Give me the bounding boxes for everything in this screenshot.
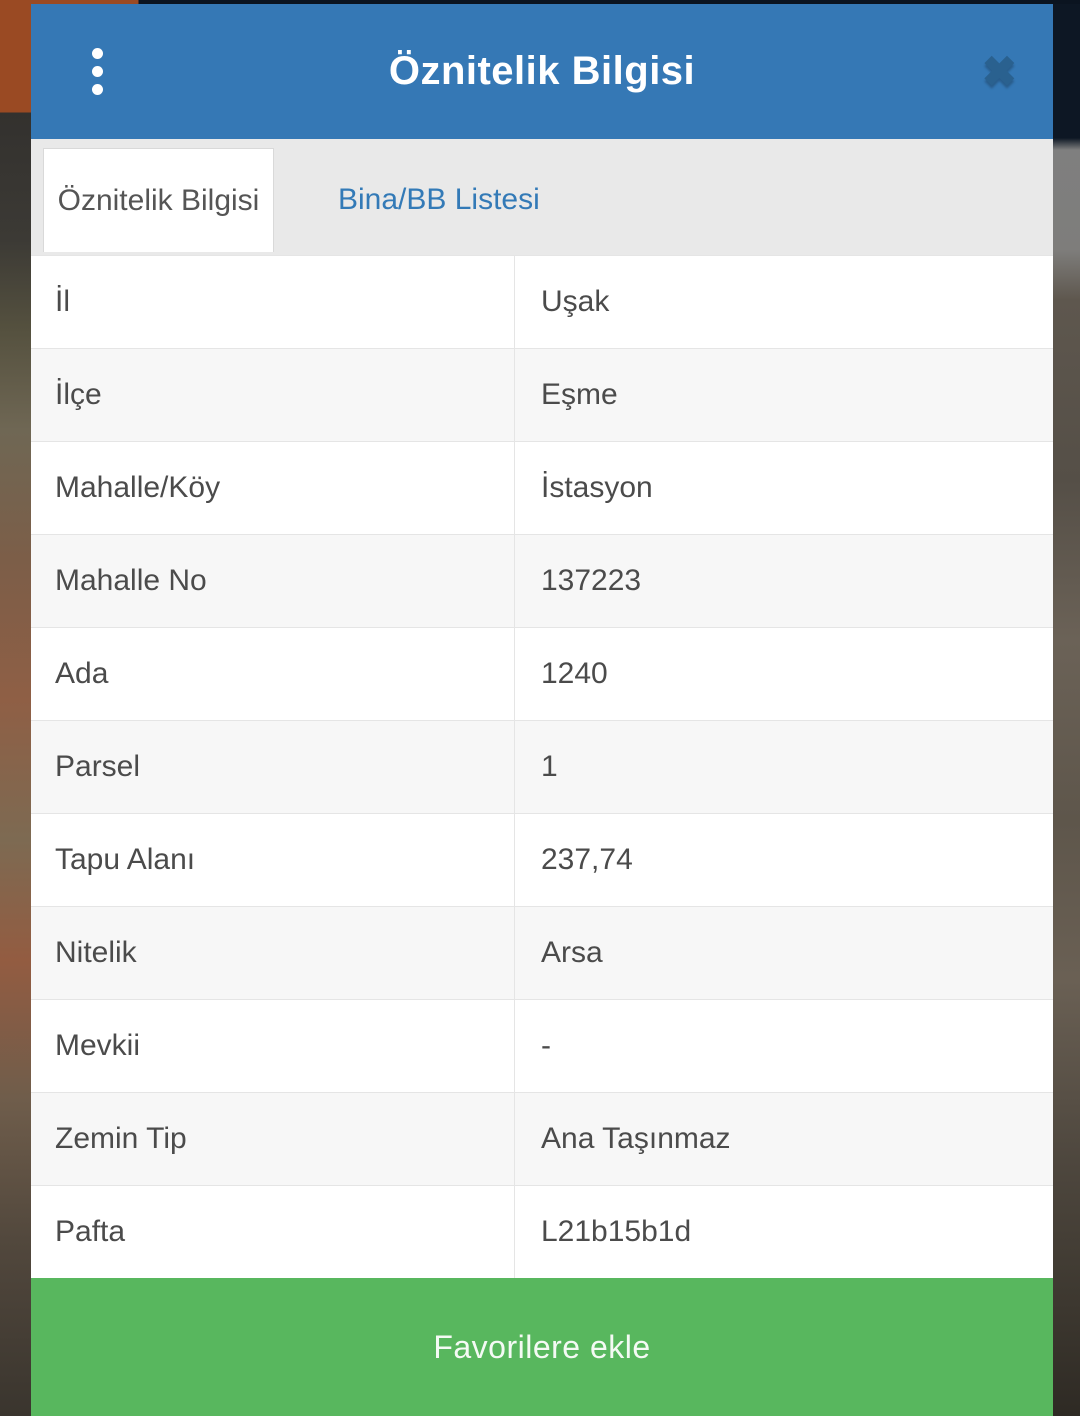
row-label: Nitelik	[31, 907, 515, 999]
row-value: İstasyon	[541, 471, 653, 504]
row-label: Pafta	[31, 1186, 515, 1278]
row-value: 137223	[541, 564, 642, 597]
table-row: Pafta L21b15b1d	[31, 1185, 1053, 1278]
map-backdrop-left	[0, 0, 31, 1416]
table-row: Tapu Alanı 237,74	[31, 813, 1053, 906]
row-value: Uşak	[541, 285, 610, 318]
table-row: Zemin Tip Ana Taşınmaz	[31, 1092, 1053, 1185]
close-icon[interactable]: ✖	[981, 48, 1017, 95]
table-row: Nitelik Arsa	[31, 906, 1053, 999]
row-value: Arsa	[541, 936, 603, 969]
dialog-header: Öznitelik Bilgisi ✖	[31, 4, 1053, 139]
tab-oznitelik-bilgisi[interactable]: Öznitelik Bilgisi	[43, 148, 274, 252]
row-label: İlçe	[31, 349, 515, 441]
row-label: Zemin Tip	[31, 1093, 515, 1185]
table-row: İl Uşak	[31, 255, 1053, 348]
row-label: Ada	[31, 628, 515, 720]
row-value: 1	[541, 750, 558, 783]
map-backdrop-right	[1053, 0, 1080, 1416]
row-label: Parsel	[31, 721, 515, 813]
row-label: Mahalle/Köy	[31, 442, 515, 534]
table-row: İlçe Eşme	[31, 348, 1053, 441]
kebab-menu-icon[interactable]	[90, 46, 105, 97]
map-backdrop-top	[0, 0, 1080, 4]
row-value: 237,74	[541, 843, 633, 876]
table-row: Parsel 1	[31, 720, 1053, 813]
attribute-table: İl Uşak İlçe Eşme Mahalle/Köy İstasyon M…	[31, 255, 1053, 1278]
add-to-favorites-button[interactable]: Favorilere ekle	[31, 1278, 1053, 1416]
kebab-dot	[92, 48, 103, 59]
kebab-dot	[92, 66, 103, 77]
table-row: Ada 1240	[31, 627, 1053, 720]
tab-bar: Öznitelik Bilgisi Bina/BB Listesi	[31, 139, 1053, 255]
row-value: -	[541, 1029, 551, 1062]
row-label: Mevkii	[31, 1000, 515, 1092]
row-value: 1240	[541, 657, 608, 690]
row-label: İl	[31, 256, 515, 348]
row-value: Ana Taşınmaz	[541, 1122, 731, 1155]
table-row: Mevkii -	[31, 999, 1053, 1092]
row-value: L21b15b1d	[541, 1215, 692, 1248]
tab-bina-bb-listesi[interactable]: Bina/BB Listesi	[338, 183, 540, 216]
row-value: Eşme	[541, 378, 618, 411]
attribute-info-dialog: Öznitelik Bilgisi ✖ Öznitelik Bilgisi Bi…	[31, 4, 1053, 1416]
table-row: Mahalle No 137223	[31, 534, 1053, 627]
kebab-dot	[92, 84, 103, 95]
row-label: Mahalle No	[31, 535, 515, 627]
table-row: Mahalle/Köy İstasyon	[31, 441, 1053, 534]
dialog-title: Öznitelik Bilgisi	[388, 49, 696, 93]
row-label: Tapu Alanı	[31, 814, 515, 906]
